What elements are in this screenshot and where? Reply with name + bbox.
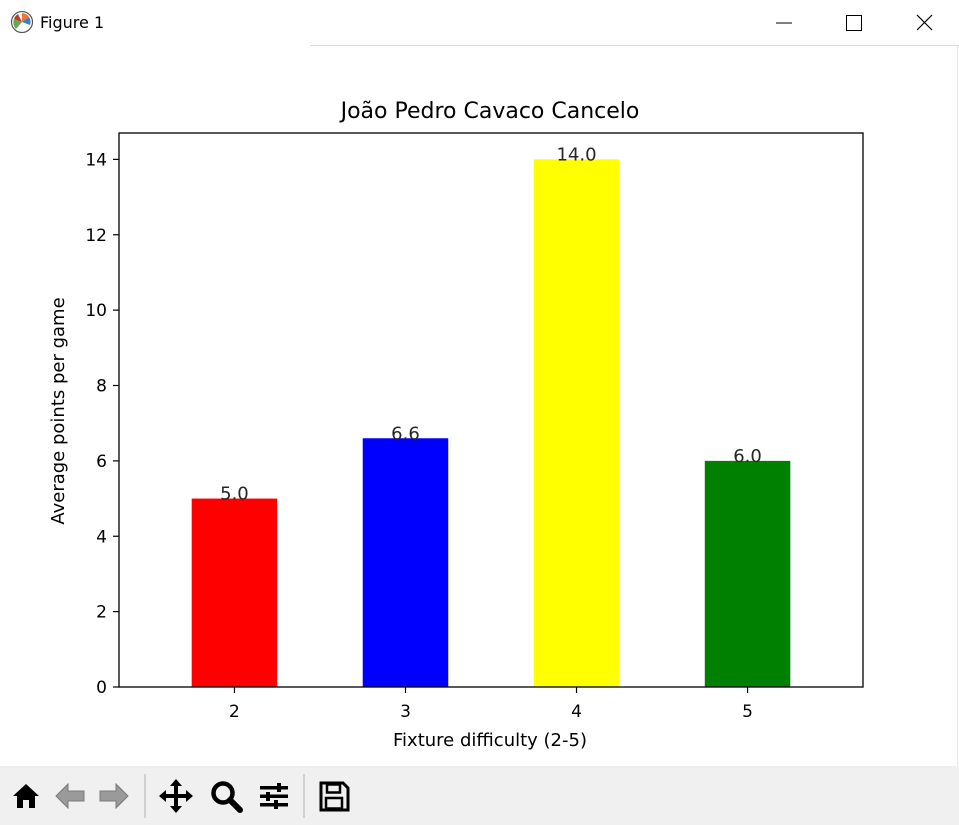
axes-frame: [118, 132, 864, 688]
minimize-icon: [776, 22, 792, 24]
y-axis-label: Average points per game: [48, 297, 69, 524]
save-button[interactable]: [312, 772, 356, 820]
chart-title: João Pedro Cavaco Cancelo: [339, 99, 640, 124]
window-title: Figure 1: [40, 13, 105, 32]
y-tick-label: 12: [85, 226, 107, 246]
forward-button[interactable]: [92, 772, 136, 820]
home-button[interactable]: [4, 772, 48, 820]
minimize-button[interactable]: [749, 0, 819, 46]
navigation-toolbar: [0, 766, 959, 825]
y-tick-label: 2: [96, 603, 107, 623]
toolbar-separator: [303, 774, 305, 818]
bar-value-label: 6.0: [733, 446, 762, 467]
title-bar: Figure 1: [0, 0, 959, 46]
bar-4: [533, 159, 620, 687]
close-button[interactable]: [889, 0, 959, 46]
x-tick-label: 4: [571, 702, 582, 722]
bar-value-label: 6.6: [391, 423, 420, 444]
x-axis-label: Fixture difficulty (2-5): [393, 730, 587, 751]
toolbar-separator: [144, 774, 146, 818]
back-arrow-icon: [55, 782, 85, 810]
figure-canvas: João Pedro Cavaco Cancelo 5.0 6.6 14.0 6.0 …: [0, 46, 958, 766]
maximize-button[interactable]: [819, 0, 889, 46]
bar-value-label: 5.0: [220, 484, 249, 505]
forward-arrow-icon: [99, 782, 129, 810]
title-bar-divider: [310, 45, 959, 46]
window-edge: [957, 46, 958, 766]
bar-chart: João Pedro Cavaco Cancelo 5.06.614.06.0 …: [48, 99, 864, 751]
back-button[interactable]: [48, 772, 92, 820]
close-icon: [916, 14, 933, 31]
configure-subplots-icon: [260, 783, 288, 809]
matplotlib-icon: [10, 10, 34, 34]
y-tick-label: 6: [96, 452, 107, 472]
x-tick-label: 3: [400, 702, 411, 722]
y-tick-label: 4: [96, 527, 107, 547]
bar-2: [191, 498, 278, 687]
y-tick-label: 10: [85, 301, 107, 321]
y-tick-label: 0: [96, 678, 107, 698]
home-icon: [13, 784, 39, 808]
x-tick-label: 2: [229, 702, 240, 722]
zoom-icon: [211, 781, 243, 813]
y-tick-label: 8: [96, 377, 107, 397]
configure-subplots-button[interactable]: [252, 772, 296, 820]
x-tick-label: 5: [742, 702, 753, 722]
y-tick-label: 14: [85, 150, 107, 170]
zoom-button[interactable]: [204, 772, 248, 820]
maximize-icon: [846, 15, 862, 31]
bar-5: [704, 460, 791, 687]
save-icon: [319, 781, 350, 812]
pan-icon: [159, 779, 193, 813]
bar-3: [362, 438, 449, 687]
bar-value-label: 14.0: [556, 144, 596, 165]
pan-button[interactable]: [154, 772, 198, 820]
